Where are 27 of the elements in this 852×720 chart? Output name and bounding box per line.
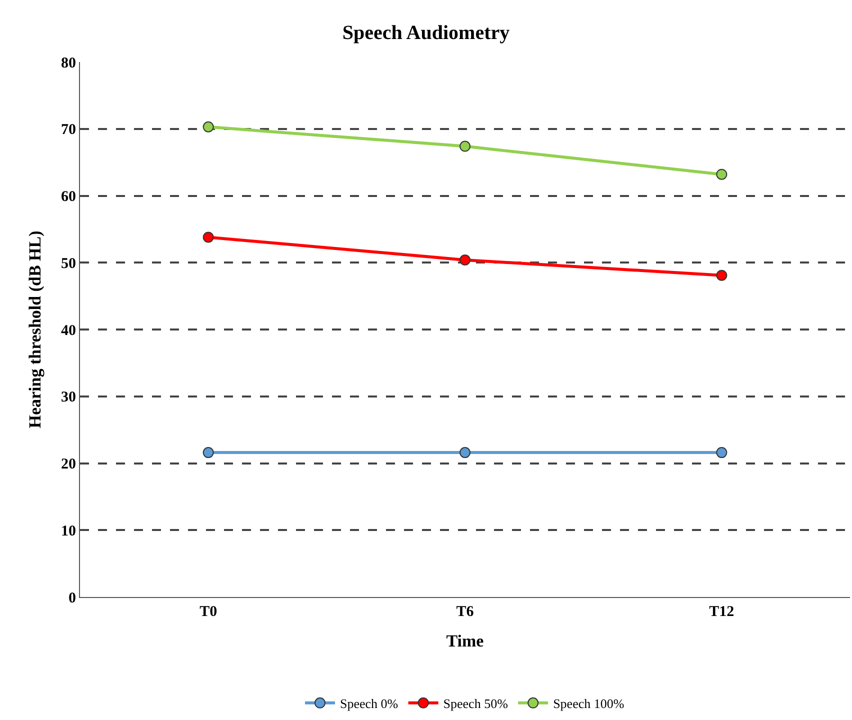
x-tick-label: T6 <box>456 604 474 620</box>
y-tick-label: 0 <box>68 590 76 606</box>
point <box>716 168 728 180</box>
y-tick-label: 20 <box>61 456 76 472</box>
y-tick-label: 80 <box>61 55 76 72</box>
y-tick-label: 70 <box>61 122 76 138</box>
x-tick-label: T0 <box>200 604 218 620</box>
legend-label: Speech 100% <box>553 696 624 711</box>
y-tick-label: 60 <box>61 189 76 205</box>
y-tick-label: 40 <box>61 322 76 339</box>
x-axis-title: Time <box>446 631 484 650</box>
point <box>202 232 214 243</box>
point <box>460 447 470 458</box>
y-tick-label: 50 <box>61 256 76 272</box>
point <box>716 447 728 458</box>
y-tick-label: 10 <box>61 523 76 540</box>
x-tick-label: T12 <box>709 604 734 620</box>
y-axis-title: Hearing threshold (dB HL) <box>26 230 45 428</box>
legend-label: Speech 50% <box>443 696 508 711</box>
point <box>460 254 470 266</box>
chart-title: Speech Audiometry <box>342 22 510 44</box>
point <box>460 140 470 152</box>
y-tick-label: 30 <box>61 390 76 406</box>
point <box>202 121 214 132</box>
point <box>716 270 728 281</box>
point <box>202 447 214 458</box>
legend-label: Speech 0% <box>340 696 398 711</box>
